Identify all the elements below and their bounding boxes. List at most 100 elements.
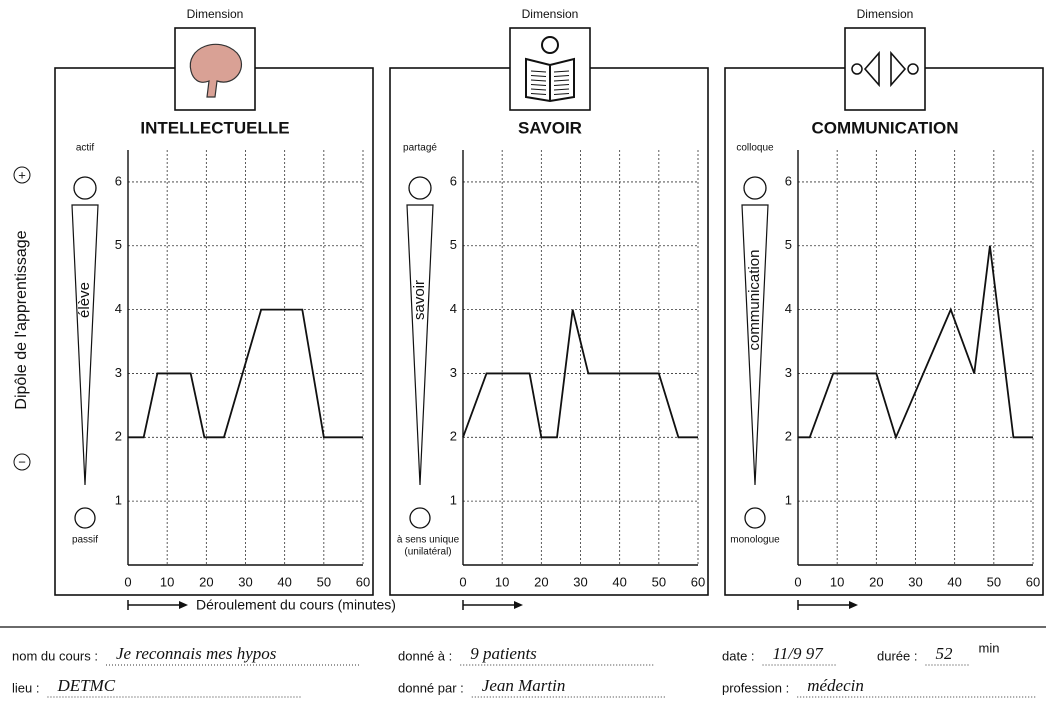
bottom-label: (unilatéral) — [404, 547, 451, 558]
book-line — [530, 70, 547, 73]
top-figure — [743, 176, 767, 200]
comm-arrows — [863, 50, 907, 88]
top-label: partagé — [403, 143, 437, 154]
x-tick-label: 0 — [794, 574, 801, 589]
y-tick-label: 5 — [450, 237, 457, 252]
bottom-figure — [744, 507, 766, 529]
dimension-label: Dimension — [522, 7, 579, 21]
x-tick-label: 30 — [908, 574, 922, 589]
x-axis-title: Déroulement du cours (minutes) — [196, 597, 396, 613]
side-wedge — [71, 204, 99, 486]
book-line — [530, 93, 547, 95]
form-value: Jean Martin — [482, 676, 566, 695]
book-line — [553, 79, 570, 82]
form-label: date : — [722, 648, 755, 663]
y-tick-label: 5 — [785, 237, 792, 252]
bottom-label: monologue — [730, 535, 780, 546]
y-tick-label: 3 — [450, 365, 457, 380]
bottom-label: à sens unique — [397, 535, 460, 546]
y-tick-label: 2 — [450, 429, 457, 444]
form-label: nom du cours : — [12, 648, 98, 663]
bottom-figure — [409, 507, 431, 529]
y-tick-label: 2 — [785, 429, 792, 444]
x-tick-label: 0 — [459, 574, 466, 589]
book-line — [530, 84, 547, 86]
x-tick-label: 50 — [317, 574, 331, 589]
x-tick-label: 60 — [1026, 574, 1040, 589]
data-line — [128, 308, 363, 439]
y-tick-label: 5 — [115, 237, 122, 252]
x-tick-label: 10 — [160, 574, 174, 589]
form-value: 11/9 97 — [773, 644, 825, 663]
book-line — [553, 84, 570, 86]
y-tick-label: 6 — [450, 173, 457, 188]
y-tick-label: 4 — [785, 301, 792, 316]
form-value: médecin — [807, 676, 864, 695]
dimension-label: Dimension — [187, 7, 244, 21]
plus-sign: + — [18, 167, 26, 182]
side-label: savoir — [411, 280, 428, 320]
form-label: donné par : — [398, 680, 464, 695]
book-line — [553, 88, 570, 91]
book-line — [553, 93, 570, 95]
form-label: lieu : — [12, 680, 39, 695]
x-tick-label: 20 — [534, 574, 548, 589]
form-value: DETMC — [56, 676, 115, 695]
x-tick-label: 60 — [356, 574, 370, 589]
top-label: actif — [76, 143, 95, 154]
x-tick-label: 10 — [495, 574, 509, 589]
icon-box — [844, 27, 926, 111]
reader-head — [541, 36, 559, 54]
top-label: colloque — [736, 143, 774, 154]
dimension-label: Dimension — [857, 7, 914, 21]
chart-title: COMMUNICATION — [812, 118, 959, 137]
panel-frame — [54, 67, 374, 596]
top-figure — [408, 176, 432, 200]
x-tick-label: 20 — [869, 574, 883, 589]
book-line — [553, 70, 570, 73]
y-tick-label: 1 — [785, 493, 792, 508]
y-tick-label: 3 — [115, 365, 122, 380]
data-line — [798, 245, 1033, 440]
brain-icon — [189, 43, 243, 98]
minus-circle — [13, 453, 31, 471]
side-wedge — [741, 204, 769, 486]
x-tick-label: 10 — [830, 574, 844, 589]
book-line — [530, 88, 547, 91]
data-line — [462, 309, 698, 439]
y-tick-label: 1 — [450, 493, 457, 508]
y-tick-label: 6 — [785, 173, 792, 188]
x-tick-label: 50 — [652, 574, 666, 589]
form-unit: min — [978, 640, 999, 655]
form-value: 9 patients — [470, 644, 537, 663]
x-tick-label: 0 — [124, 574, 131, 589]
x-tick-label: 40 — [947, 574, 961, 589]
form-value: Je reconnais mes hypos — [116, 644, 277, 663]
form-label: profession : — [722, 680, 789, 695]
comm-node — [851, 63, 863, 75]
plus-circle — [13, 166, 31, 184]
y-tick-label: 3 — [785, 365, 792, 380]
top-figure — [73, 176, 97, 200]
x-tick-label: 20 — [199, 574, 213, 589]
form-value: 52 — [935, 644, 953, 663]
comm-node — [907, 63, 919, 75]
x-tick-label: 60 — [691, 574, 705, 589]
side-label: élève — [76, 282, 93, 318]
chart-title: SAVOIR — [518, 118, 582, 137]
form-label: donné à : — [398, 648, 452, 663]
y-tick-label: 4 — [115, 301, 122, 316]
y-tick-label: 1 — [115, 493, 122, 508]
reader-book — [525, 57, 575, 103]
book-line — [553, 75, 570, 77]
side-wedge — [406, 204, 434, 486]
book-line — [530, 79, 547, 82]
panel-frame — [389, 67, 709, 596]
bottom-label: passif — [72, 535, 98, 546]
side-label: communication — [746, 250, 763, 351]
x-tick-label: 30 — [238, 574, 252, 589]
x-tick-label: 50 — [987, 574, 1001, 589]
y-tick-label: 2 — [115, 429, 122, 444]
minus-sign: − — [18, 454, 26, 469]
